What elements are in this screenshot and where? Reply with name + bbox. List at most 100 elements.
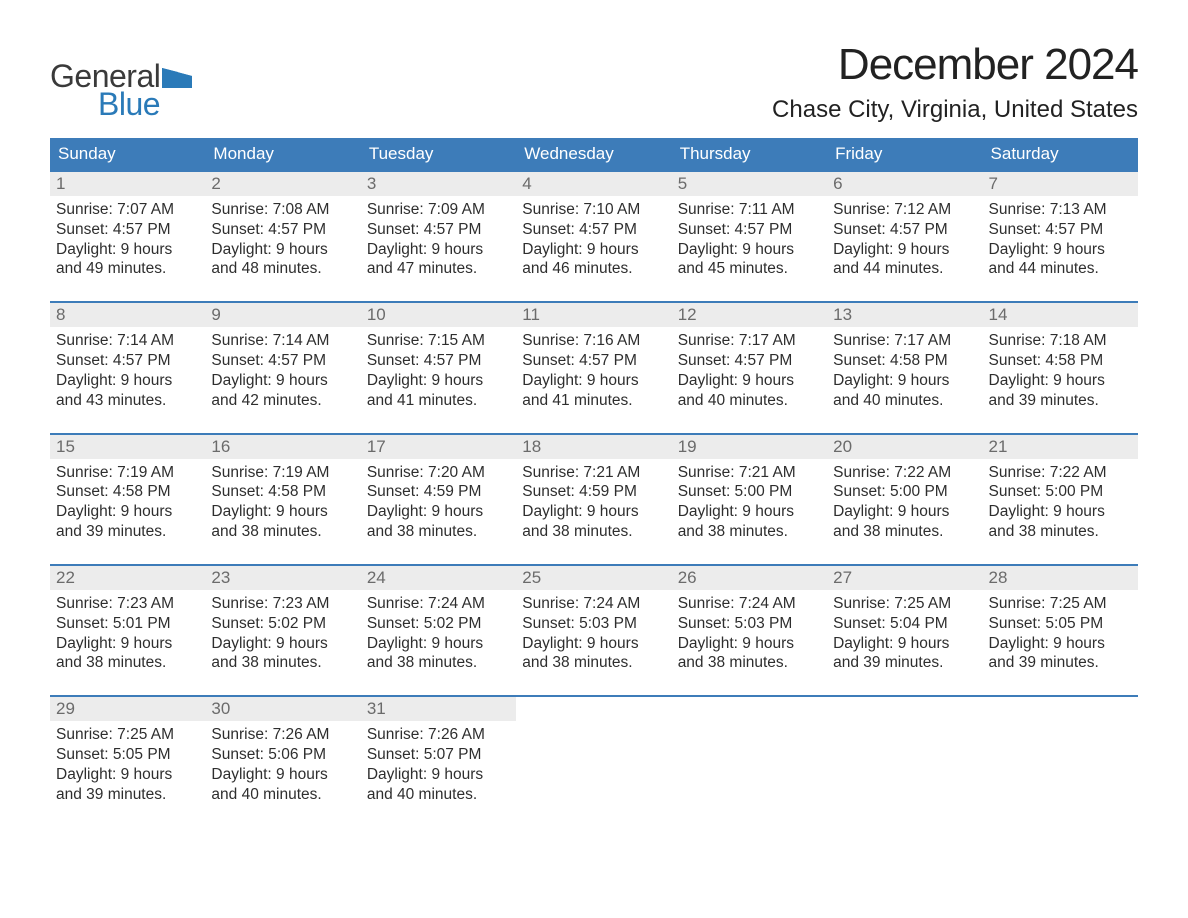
sunset-line: Sunset: 5:02 PM	[211, 614, 354, 634]
sunrise-line: Sunrise: 7:10 AM	[522, 200, 665, 220]
sunset-line: Sunset: 4:57 PM	[211, 351, 354, 371]
day-cell: ..	[827, 697, 982, 808]
sunrise-line: Sunrise: 7:20 AM	[367, 463, 510, 483]
day-body: Sunrise: 7:21 AMSunset: 5:00 PMDaylight:…	[672, 459, 827, 546]
sunset-line: Sunset: 5:05 PM	[56, 745, 199, 765]
day-number: 12	[672, 303, 827, 327]
day-body: Sunrise: 7:23 AMSunset: 5:02 PMDaylight:…	[205, 590, 360, 677]
title-block: December 2024 Chase City, Virginia, Unit…	[772, 40, 1138, 124]
day-body: Sunrise: 7:25 AMSunset: 5:05 PMDaylight:…	[50, 721, 205, 808]
daylight-line: Daylight: 9 hours and 38 minutes.	[833, 502, 976, 542]
day-cell: ..	[983, 697, 1138, 808]
sunset-line: Sunset: 5:04 PM	[833, 614, 976, 634]
day-number: 20	[827, 435, 982, 459]
sunset-line: Sunset: 5:03 PM	[678, 614, 821, 634]
location-subtitle: Chase City, Virginia, United States	[772, 96, 1138, 124]
sunrise-line: Sunrise: 7:11 AM	[678, 200, 821, 220]
sunrise-line: Sunrise: 7:08 AM	[211, 200, 354, 220]
daylight-line: Daylight: 9 hours and 38 minutes.	[989, 502, 1132, 542]
sunrise-line: Sunrise: 7:19 AM	[56, 463, 199, 483]
day-body: Sunrise: 7:16 AMSunset: 4:57 PMDaylight:…	[516, 327, 671, 414]
day-body: Sunrise: 7:24 AMSunset: 5:03 PMDaylight:…	[672, 590, 827, 677]
sunset-line: Sunset: 4:58 PM	[989, 351, 1132, 371]
sunrise-line: Sunrise: 7:25 AM	[989, 594, 1132, 614]
day-body: Sunrise: 7:17 AMSunset: 4:58 PMDaylight:…	[827, 327, 982, 414]
sunrise-line: Sunrise: 7:09 AM	[367, 200, 510, 220]
day-number: 16	[205, 435, 360, 459]
sunset-line: Sunset: 4:57 PM	[989, 220, 1132, 240]
day-cell: 21Sunrise: 7:22 AMSunset: 5:00 PMDayligh…	[983, 435, 1138, 546]
day-cell: 7Sunrise: 7:13 AMSunset: 4:57 PMDaylight…	[983, 172, 1138, 283]
daylight-line: Daylight: 9 hours and 46 minutes.	[522, 240, 665, 280]
sunrise-line: Sunrise: 7:12 AM	[833, 200, 976, 220]
day-body: Sunrise: 7:26 AMSunset: 5:06 PMDaylight:…	[205, 721, 360, 808]
day-body: Sunrise: 7:26 AMSunset: 5:07 PMDaylight:…	[361, 721, 516, 808]
daylight-line: Daylight: 9 hours and 49 minutes.	[56, 240, 199, 280]
sunset-line: Sunset: 5:02 PM	[367, 614, 510, 634]
sunrise-line: Sunrise: 7:13 AM	[989, 200, 1132, 220]
daylight-line: Daylight: 9 hours and 38 minutes.	[678, 634, 821, 674]
day-number: 29	[50, 697, 205, 721]
sunset-line: Sunset: 5:00 PM	[833, 482, 976, 502]
sunset-line: Sunset: 5:07 PM	[367, 745, 510, 765]
day-number: 31	[361, 697, 516, 721]
sunset-line: Sunset: 4:57 PM	[367, 351, 510, 371]
sunrise-line: Sunrise: 7:25 AM	[56, 725, 199, 745]
daylight-line: Daylight: 9 hours and 39 minutes.	[56, 765, 199, 805]
sunset-line: Sunset: 5:03 PM	[522, 614, 665, 634]
sunrise-line: Sunrise: 7:16 AM	[522, 331, 665, 351]
daylight-line: Daylight: 9 hours and 42 minutes.	[211, 371, 354, 411]
daylight-line: Daylight: 9 hours and 40 minutes.	[833, 371, 976, 411]
weekday-header: Wednesday	[516, 138, 671, 170]
day-number: 3	[361, 172, 516, 196]
day-cell: 26Sunrise: 7:24 AMSunset: 5:03 PMDayligh…	[672, 566, 827, 677]
day-number: 10	[361, 303, 516, 327]
day-number: 7	[983, 172, 1138, 196]
sunrise-line: Sunrise: 7:23 AM	[56, 594, 199, 614]
sunrise-line: Sunrise: 7:22 AM	[989, 463, 1132, 483]
day-body: Sunrise: 7:19 AMSunset: 4:58 PMDaylight:…	[50, 459, 205, 546]
day-number: 2	[205, 172, 360, 196]
weekday-header-row: SundayMondayTuesdayWednesdayThursdayFrid…	[50, 138, 1138, 170]
daylight-line: Daylight: 9 hours and 48 minutes.	[211, 240, 354, 280]
sunrise-line: Sunrise: 7:24 AM	[522, 594, 665, 614]
header: General Blue December 2024 Chase City, V…	[50, 40, 1138, 124]
sunset-line: Sunset: 4:57 PM	[367, 220, 510, 240]
week-row: 1Sunrise: 7:07 AMSunset: 4:57 PMDaylight…	[50, 170, 1138, 283]
day-number: 4	[516, 172, 671, 196]
daylight-line: Daylight: 9 hours and 41 minutes.	[522, 371, 665, 411]
daylight-line: Daylight: 9 hours and 38 minutes.	[56, 634, 199, 674]
day-number: 26	[672, 566, 827, 590]
daylight-line: Daylight: 9 hours and 39 minutes.	[56, 502, 199, 542]
sunset-line: Sunset: 4:58 PM	[56, 482, 199, 502]
sunset-line: Sunset: 5:05 PM	[989, 614, 1132, 634]
weekday-header: Monday	[205, 138, 360, 170]
daylight-line: Daylight: 9 hours and 43 minutes.	[56, 371, 199, 411]
day-cell: 28Sunrise: 7:25 AMSunset: 5:05 PMDayligh…	[983, 566, 1138, 677]
daylight-line: Daylight: 9 hours and 38 minutes.	[522, 502, 665, 542]
day-body: Sunrise: 7:21 AMSunset: 4:59 PMDaylight:…	[516, 459, 671, 546]
day-cell: 24Sunrise: 7:24 AMSunset: 5:02 PMDayligh…	[361, 566, 516, 677]
daylight-line: Daylight: 9 hours and 39 minutes.	[989, 371, 1132, 411]
day-cell: ..	[672, 697, 827, 808]
day-body: Sunrise: 7:18 AMSunset: 4:58 PMDaylight:…	[983, 327, 1138, 414]
day-cell: 31Sunrise: 7:26 AMSunset: 5:07 PMDayligh…	[361, 697, 516, 808]
daylight-line: Daylight: 9 hours and 38 minutes.	[211, 634, 354, 674]
sunrise-line: Sunrise: 7:07 AM	[56, 200, 199, 220]
daylight-line: Daylight: 9 hours and 38 minutes.	[367, 634, 510, 674]
daylight-line: Daylight: 9 hours and 40 minutes.	[367, 765, 510, 805]
day-body: Sunrise: 7:07 AMSunset: 4:57 PMDaylight:…	[50, 196, 205, 283]
weekday-header: Sunday	[50, 138, 205, 170]
day-cell: 20Sunrise: 7:22 AMSunset: 5:00 PMDayligh…	[827, 435, 982, 546]
logo-text-bottom: Blue	[50, 88, 192, 120]
day-body: Sunrise: 7:22 AMSunset: 5:00 PMDaylight:…	[827, 459, 982, 546]
sunset-line: Sunset: 5:06 PM	[211, 745, 354, 765]
day-cell: 19Sunrise: 7:21 AMSunset: 5:00 PMDayligh…	[672, 435, 827, 546]
day-cell: 8Sunrise: 7:14 AMSunset: 4:57 PMDaylight…	[50, 303, 205, 414]
day-number: 21	[983, 435, 1138, 459]
day-body: Sunrise: 7:25 AMSunset: 5:04 PMDaylight:…	[827, 590, 982, 677]
sunset-line: Sunset: 4:57 PM	[56, 351, 199, 371]
day-cell: 5Sunrise: 7:11 AMSunset: 4:57 PMDaylight…	[672, 172, 827, 283]
day-cell: 9Sunrise: 7:14 AMSunset: 4:57 PMDaylight…	[205, 303, 360, 414]
day-number: 6	[827, 172, 982, 196]
